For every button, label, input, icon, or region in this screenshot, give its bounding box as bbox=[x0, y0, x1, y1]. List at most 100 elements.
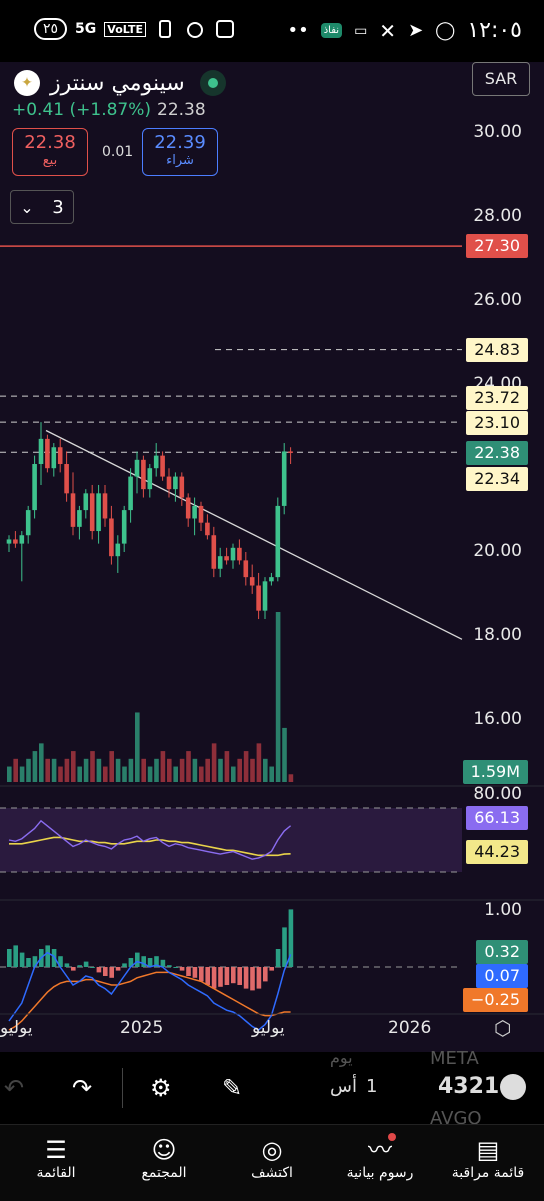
y-tick: 20.00 bbox=[473, 541, 522, 561]
volume-bar bbox=[224, 751, 230, 782]
price-change: +0.41 (+1.87%) 22.38 bbox=[12, 100, 206, 120]
redo-icon[interactable]: ↷ bbox=[72, 1074, 93, 1102]
nav-watchlist[interactable]: ▤ قائمة مراقبة bbox=[438, 1135, 538, 1181]
currency-selector[interactable]: SAR bbox=[472, 62, 530, 96]
draw-pencil-icon[interactable]: ✎ bbox=[222, 1074, 243, 1102]
buy-button[interactable]: 22.39 شراء bbox=[142, 128, 218, 176]
volume-bar bbox=[64, 758, 70, 782]
level-tag[interactable]: 23.72 bbox=[466, 386, 528, 410]
symbol-title[interactable]: سينومي سنترز bbox=[50, 70, 185, 96]
rsi-ma-line bbox=[9, 836, 291, 857]
nav-menu[interactable]: ☰ القائمة bbox=[6, 1135, 106, 1181]
candle-body bbox=[275, 505, 281, 578]
macd-hist-bar bbox=[179, 967, 185, 971]
macd-hist-tag: 0.32 bbox=[476, 940, 528, 964]
volume-bar bbox=[192, 758, 198, 782]
candle-body bbox=[45, 438, 50, 469]
volume-tag: 1.59M bbox=[462, 760, 528, 784]
candle-body bbox=[243, 560, 249, 578]
macd-hist-bar bbox=[282, 927, 287, 967]
candle-body bbox=[64, 464, 69, 494]
candle-body bbox=[185, 497, 191, 519]
chart-icon: 〰 bbox=[330, 1133, 430, 1165]
macd-hist-bar bbox=[256, 967, 262, 989]
volume-bar bbox=[231, 766, 236, 782]
x-label: 2026 bbox=[388, 1018, 432, 1038]
macd-signal-tag: −0.25 bbox=[462, 988, 528, 1012]
nav-explore[interactable]: ◎ اكتشف bbox=[222, 1135, 322, 1181]
volume-bar bbox=[135, 712, 140, 782]
network-indicator: 5G bbox=[75, 21, 97, 37]
volume-bar bbox=[237, 758, 242, 782]
toolbar-divider bbox=[122, 1068, 123, 1108]
chart-settings-icon[interactable]: ⬡ bbox=[494, 1016, 512, 1040]
y-tick: 30.00 bbox=[473, 122, 522, 142]
candle-body bbox=[160, 455, 165, 477]
candle-body bbox=[192, 505, 197, 519]
volume-bar bbox=[71, 751, 76, 782]
volume-bar bbox=[90, 751, 95, 782]
volume-bar bbox=[7, 766, 12, 782]
level-tag[interactable]: 23.10 bbox=[466, 411, 528, 435]
rsi-line bbox=[8, 819, 292, 860]
volume-bar bbox=[141, 758, 146, 782]
macd-hist-bar bbox=[192, 967, 198, 978]
nfc-icon bbox=[215, 20, 234, 38]
candle-body bbox=[198, 505, 204, 523]
candle-body bbox=[19, 535, 25, 544]
candle-body bbox=[134, 459, 140, 477]
volume-bar bbox=[51, 758, 57, 782]
macd-hist-bar bbox=[288, 909, 294, 967]
menu-icon: ☰ bbox=[45, 1136, 67, 1164]
volume-bar bbox=[250, 758, 255, 782]
macd-hist-bar bbox=[77, 965, 82, 967]
nav-label: رسوم بيانية bbox=[346, 1165, 414, 1181]
volume-bar bbox=[83, 758, 89, 782]
bid-label: بيع bbox=[42, 153, 58, 168]
volume-bar bbox=[115, 758, 121, 782]
macd-hist-bar bbox=[275, 949, 281, 967]
indicator-settings-icon[interactable]: ⚙ bbox=[150, 1074, 172, 1102]
macd-hist-bar bbox=[135, 952, 140, 967]
volume-bar bbox=[199, 766, 204, 782]
clock: ١٢:٠٥ bbox=[467, 18, 522, 43]
undo-icon[interactable]: ↶ bbox=[4, 1074, 25, 1102]
timeframe-selector[interactable]: ⌄ 3 bbox=[10, 190, 74, 224]
x-label: يوليو bbox=[0, 1018, 33, 1038]
sell-button[interactable]: 22.38 بيع bbox=[12, 128, 88, 176]
nav-charts[interactable]: 〰 رسوم بيانية bbox=[330, 1133, 430, 1181]
volume-bar bbox=[96, 758, 102, 782]
candle-body bbox=[166, 476, 172, 490]
candle-body bbox=[230, 547, 236, 561]
symbol-title-row[interactable]: ✦ سينومي سنترز bbox=[14, 70, 185, 96]
macd-hist-bar bbox=[205, 967, 210, 985]
candle-body bbox=[237, 547, 242, 561]
macd-line bbox=[8, 951, 292, 1031]
alert-level-tag[interactable]: 27.30 bbox=[466, 234, 528, 258]
volume-bar bbox=[243, 751, 249, 782]
chart-canvas[interactable] bbox=[0, 62, 544, 1052]
macd-hist-bar bbox=[7, 949, 12, 967]
volume-bar bbox=[173, 766, 178, 782]
candle-body bbox=[256, 585, 261, 611]
volume-bar bbox=[32, 751, 38, 782]
y-tick: 28.00 bbox=[473, 206, 522, 226]
macd-hist-bar bbox=[32, 956, 38, 967]
x-label: 2025 bbox=[120, 1018, 164, 1038]
volume-bar bbox=[186, 751, 191, 782]
candle-body bbox=[115, 543, 121, 557]
macd-hist-bar bbox=[64, 963, 70, 967]
candle-body bbox=[102, 493, 108, 519]
watch-symbol[interactable]: 4321 bbox=[438, 1074, 500, 1099]
volume-bar bbox=[19, 766, 25, 782]
volume-bar bbox=[269, 766, 274, 782]
macd-hist-bar bbox=[154, 956, 159, 967]
level-tag[interactable]: 24.83 bbox=[466, 338, 528, 362]
candle-body bbox=[128, 476, 133, 511]
candle-body bbox=[38, 438, 44, 465]
volume-bar bbox=[109, 751, 114, 782]
volume-bar bbox=[154, 758, 159, 782]
candle-body bbox=[77, 510, 82, 527]
chart-area[interactable] bbox=[0, 62, 544, 1052]
nav-community[interactable]: ☺ المجتمع bbox=[114, 1135, 214, 1181]
